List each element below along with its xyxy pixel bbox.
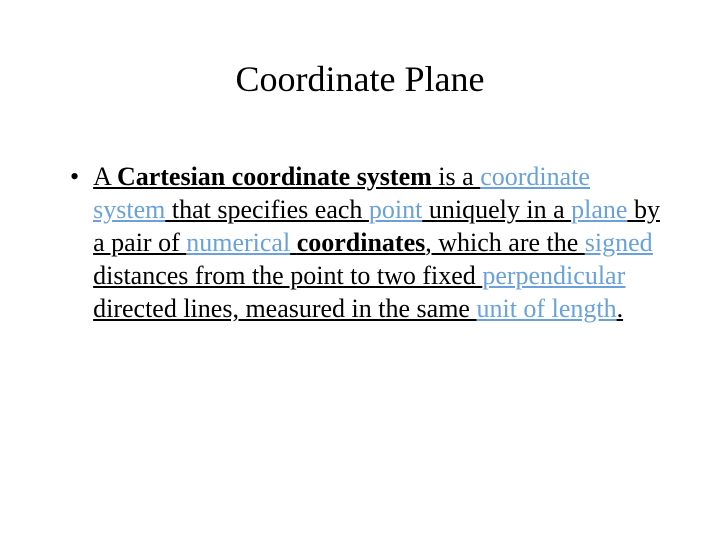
text-run: is a <box>432 162 480 191</box>
bold-text: coordinates <box>297 228 426 257</box>
body-area: • A Cartesian coordinate system is a coo… <box>70 160 660 325</box>
text-run: directed lines, measured in the same <box>93 294 476 323</box>
link-text[interactable]: point <box>369 195 422 224</box>
text-run: uniquely in a <box>422 195 571 224</box>
bullet-item: • A Cartesian coordinate system is a coo… <box>70 160 660 325</box>
link-text[interactable]: signed <box>585 228 653 257</box>
text-run: distances from the point to two fixed <box>93 261 482 290</box>
link-text[interactable]: unit of length <box>476 294 616 323</box>
text-run: . <box>617 294 624 323</box>
link-text[interactable]: plane <box>571 195 627 224</box>
slide-title: Coordinate Plane <box>0 0 720 100</box>
link-text[interactable]: perpendicular <box>482 261 625 290</box>
bold-text: Cartesian coordinate system <box>117 162 432 191</box>
text-run: that specifies each <box>165 195 369 224</box>
text-run: A <box>93 162 117 191</box>
text-run: , which are the <box>425 228 585 257</box>
slide: Coordinate Plane • A Cartesian coordinat… <box>0 0 720 540</box>
bullet-text: A Cartesian coordinate system is a coord… <box>93 160 660 325</box>
link-text[interactable]: numerical <box>186 228 290 257</box>
bullet-marker: • <box>70 160 79 193</box>
